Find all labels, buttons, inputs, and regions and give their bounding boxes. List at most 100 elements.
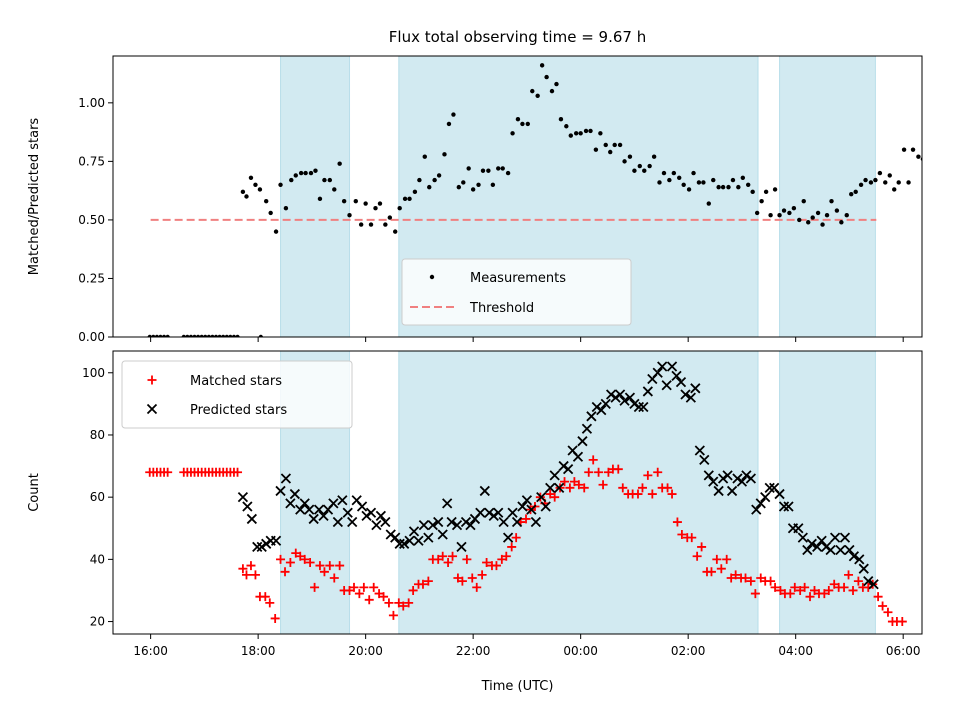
data-point: [442, 498, 453, 509]
data-point: [278, 182, 283, 187]
data-point: [158, 334, 163, 337]
data-point: [581, 423, 593, 434]
data-point: [283, 206, 289, 211]
data-point: [657, 180, 662, 185]
data-point: [377, 201, 383, 206]
data-point: [521, 495, 533, 506]
legend-top: Measurements Threshold: [401, 258, 632, 326]
data-point: [716, 564, 726, 574]
data-point: [745, 182, 751, 187]
data-point: [701, 180, 706, 185]
data-point: [233, 467, 243, 477]
data-point: [418, 520, 430, 531]
data-point: [708, 476, 719, 487]
data-point: [507, 507, 518, 518]
x-axis-title: Time (UTC): [481, 679, 554, 694]
data-point: [741, 573, 751, 583]
data-point: [863, 177, 868, 183]
data-point: [300, 554, 310, 564]
data-point: [896, 180, 901, 185]
data-point: [332, 516, 344, 528]
data-point: [361, 510, 372, 521]
data-point: [446, 516, 457, 528]
data-point: [432, 177, 437, 183]
data-point: [812, 541, 823, 553]
data-point: [787, 210, 792, 216]
data-point: [790, 582, 800, 592]
data-point: [289, 177, 294, 183]
data-point: [849, 191, 854, 197]
data-point: [451, 112, 456, 117]
series-predicted-stars: [237, 361, 879, 590]
data-point: [217, 334, 222, 337]
data-point: [317, 196, 323, 202]
legend-marker-matched: [147, 375, 157, 385]
data-point: [265, 598, 275, 608]
data-point: [697, 542, 707, 552]
legend-box: [121, 360, 353, 429]
data-point: [511, 516, 523, 528]
data-point: [327, 177, 333, 183]
data-point: [781, 208, 787, 213]
data-point: [530, 516, 542, 528]
data-point: [163, 467, 173, 477]
data-point: [600, 398, 611, 410]
x-tick-label: 20:00: [348, 644, 383, 658]
data-point: [675, 376, 687, 388]
x-tick-label: 04:00: [778, 644, 813, 658]
data-point: [691, 170, 696, 176]
y-tick-label: 0.25: [78, 271, 105, 285]
data-point: [275, 485, 286, 497]
data-point: [507, 542, 517, 552]
data-point: [241, 570, 251, 580]
data-point: [242, 501, 253, 512]
data-point: [877, 170, 883, 176]
y-tick-label: 40: [90, 552, 105, 566]
data-point: [613, 464, 623, 474]
data-point: [696, 180, 702, 185]
data-point: [393, 229, 398, 234]
data-point: [579, 483, 589, 493]
data-point: [594, 467, 604, 477]
data-point: [797, 217, 802, 223]
data-point: [210, 334, 215, 337]
data-point: [815, 210, 821, 216]
data-point: [853, 576, 863, 586]
data-point: [783, 501, 794, 512]
legend-marker-measurements: [429, 274, 435, 280]
x-tick-label: 18:00: [241, 644, 276, 658]
data-point: [462, 554, 472, 564]
data-point: [206, 334, 212, 337]
data-point: [549, 470, 560, 481]
data-point: [404, 598, 414, 608]
data-point: [280, 567, 290, 577]
y-axis-title: Matched/Predicted stars: [27, 118, 42, 276]
data-point: [388, 610, 398, 620]
data-point: [185, 334, 190, 337]
data-point: [310, 582, 320, 592]
data-point: [319, 567, 329, 577]
data-point: [328, 498, 339, 509]
data-point: [151, 334, 156, 337]
data-point: [417, 177, 422, 183]
data-point: [824, 585, 834, 595]
data-point: [768, 213, 773, 218]
data-point: [380, 516, 391, 528]
data-point: [810, 215, 815, 220]
data-point: [418, 579, 428, 589]
legend-marker-predicted: [146, 403, 158, 415]
data-point: [413, 535, 424, 546]
data-point: [916, 154, 921, 159]
legend-bottom: Matched stars Predicted stars: [121, 360, 353, 429]
data-point: [443, 557, 453, 567]
data-point: [383, 222, 388, 227]
data-point: [942, 335, 946, 339]
data-point: [750, 189, 755, 195]
data-point: [293, 173, 298, 178]
data-point: [244, 194, 249, 199]
data-point: [398, 601, 408, 611]
data-point: [438, 551, 448, 561]
data-point: [868, 180, 874, 185]
data-point: [562, 464, 574, 475]
data-point: [598, 480, 608, 490]
